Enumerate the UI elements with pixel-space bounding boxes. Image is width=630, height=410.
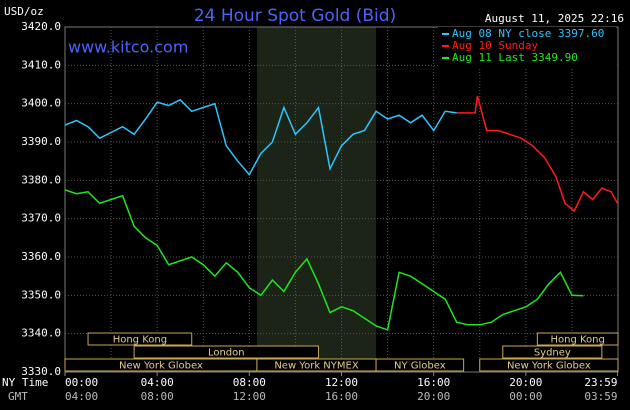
x-tick-label: 23:59 xyxy=(584,376,617,389)
session-label: New York Globex xyxy=(119,361,203,372)
y-tick-label: 3400.0 xyxy=(21,97,61,110)
x2-tick-label: 03:59 xyxy=(584,390,617,403)
site-name: www.kitco.com xyxy=(68,38,188,57)
x-row-label: NY Time xyxy=(2,376,48,389)
x-tick-label: 20:00 xyxy=(509,376,542,389)
x2-tick-label: 20:00 xyxy=(417,390,450,403)
x2-tick-label: 08:00 xyxy=(141,390,174,403)
x-tick-label: 08:00 xyxy=(233,376,266,389)
x-tick-label: 16:00 xyxy=(417,376,450,389)
plot-frame xyxy=(64,26,619,373)
y-tick-label: 3410.0 xyxy=(21,58,61,71)
session-box xyxy=(375,358,465,372)
price-line xyxy=(456,95,619,213)
y-tick-label: 3370.0 xyxy=(21,212,61,225)
price-line xyxy=(64,189,584,331)
x2-row-label: GMT xyxy=(8,390,28,403)
legend-label: Aug 10 Sunday xyxy=(452,39,538,52)
x2-tick-label: 12:00 xyxy=(233,390,266,403)
timestamp: August 11, 2025 22:16 xyxy=(485,12,624,25)
x-tick-label: 12:00 xyxy=(325,376,358,389)
session-box xyxy=(502,345,603,359)
session-box xyxy=(479,358,619,372)
x2-tick-label: 04:00 xyxy=(65,390,98,403)
x2-tick-label: 00:00 xyxy=(509,390,542,403)
session-label: Hong Kong xyxy=(550,335,604,346)
chart-title: 24 Hour Spot Gold (Bid) xyxy=(194,6,396,26)
session-label: London xyxy=(208,348,245,359)
legend-label: Aug 11 Last 3349.90 xyxy=(452,51,578,64)
y-tick-label: 3340.0 xyxy=(21,327,61,340)
session-box xyxy=(536,332,619,346)
y-tick-label: 3380.0 xyxy=(21,173,61,186)
legend-label: Aug 08 NY close 3397.60 xyxy=(452,27,604,40)
price-line xyxy=(64,98,457,176)
session-label: Hong Kong xyxy=(113,335,167,346)
unit-label: USD/oz xyxy=(4,5,44,18)
session-label: NY Globex xyxy=(394,361,446,372)
y-tick-label: 3350.0 xyxy=(21,288,61,301)
y-tick-label: 3390.0 xyxy=(21,135,61,148)
session-label: New York NYMEX xyxy=(274,361,359,372)
session-label: New York Globex xyxy=(507,361,591,372)
legend-box xyxy=(438,27,616,67)
y-tick-label: 3330.0 xyxy=(21,365,61,378)
x-tick-label: 00:00 xyxy=(65,376,98,389)
session-label: Sydney xyxy=(534,348,571,359)
session-box xyxy=(133,345,319,359)
session-box xyxy=(87,332,193,346)
y-tick-label: 3420.0 xyxy=(21,20,61,33)
session-highlight xyxy=(256,27,377,372)
y-tick-label: 3360.0 xyxy=(21,250,61,263)
x-tick-label: 04:00 xyxy=(141,376,174,389)
x2-tick-label: 16:00 xyxy=(325,390,358,403)
